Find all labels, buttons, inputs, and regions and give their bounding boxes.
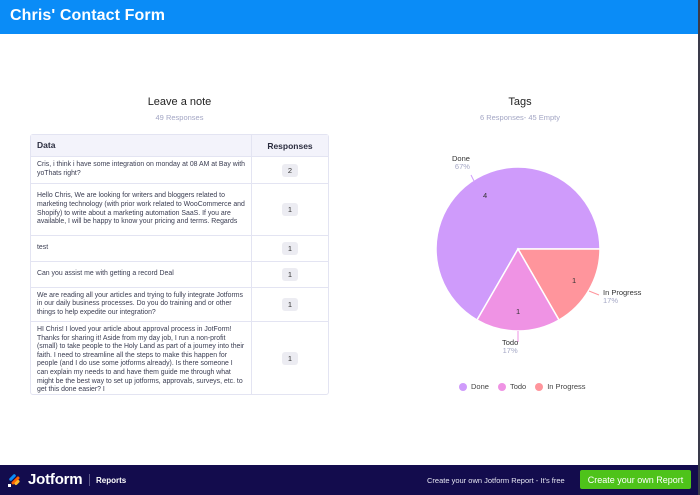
legend-dot-icon [535,382,544,391]
slice-count-done: 4 [483,191,488,200]
legend-item-in-progress[interactable]: In Progress [535,382,586,391]
row-data: Cris, i think i have some integration on… [31,157,252,183]
legend-dot-icon [497,382,506,391]
slice-count-in-progress: 1 [572,276,577,285]
table-row: Can you assist me with getting a record … [31,261,328,287]
row-data: Hello Chris, We are looking for writers … [31,184,252,235]
table-row: Hello Chris, We are looking for writers … [31,183,328,235]
response-count-badge: 1 [282,351,298,365]
pie-slice-in-progress [516,248,601,322]
response-count-badge: 1 [282,203,298,216]
tags-panel-title: Tags [508,96,532,108]
slice-label-in-progress: In Progress 17% [603,288,642,305]
column-header-data: Data [31,135,252,156]
header-bar: Chris' Contact Form [0,0,698,34]
table-header-row: Data Responses [31,135,328,156]
row-data: We are reading all your articles and try… [31,288,252,321]
note-panel-title: Leave a note [147,96,212,108]
slice-label-todo: Todo 17% [502,338,519,355]
response-count-badge: 1 [282,242,298,255]
row-data: HI Chris! I loved your article about app… [31,322,252,394]
brand-name[interactable]: Jotform [28,471,83,488]
tags-panel-subtitle: 6 Responses- 45 Empty [479,113,561,122]
table-row: Cris, i think i have some integration on… [31,156,328,183]
response-count-badge: 1 [282,268,298,281]
footer-bar: Jotform Reports Create your own Jotform … [0,465,698,495]
promo-text: Create your own Jotform Report - It's fr… [427,476,565,485]
note-panel-subtitle: 49 Responses [155,113,204,122]
legend-item-done[interactable]: Done [459,382,489,391]
create-report-button[interactable]: Create your own Report [580,470,691,489]
form-title: Chris' Contact Form [10,7,166,24]
chart-legend: Done Todo In Progress [459,382,586,391]
divider [89,474,90,486]
slice-label-done: Done 67% [452,154,470,171]
row-data: Can you assist me with getting a record … [31,262,252,287]
table-row: test 1 [31,235,328,261]
slice-count-todo: 1 [516,307,521,316]
jotform-logo-icon[interactable] [7,473,21,487]
response-count-badge: 2 [282,163,298,177]
table-row: We are reading all your articles and try… [31,287,328,321]
table-row: HI Chris! I loved your article about app… [31,321,328,394]
legend-item-todo[interactable]: Todo [497,382,526,391]
reports-label: Reports [96,476,127,485]
row-data: test [31,236,252,261]
response-count-badge: 1 [282,298,298,311]
pie-slice-done [435,166,601,322]
legend-dot-icon [459,382,467,391]
pie-slice-todo [475,247,561,332]
responses-table: Data Responses Cris, i think i have some… [30,134,329,395]
column-header-responses: Responses [267,140,313,151]
